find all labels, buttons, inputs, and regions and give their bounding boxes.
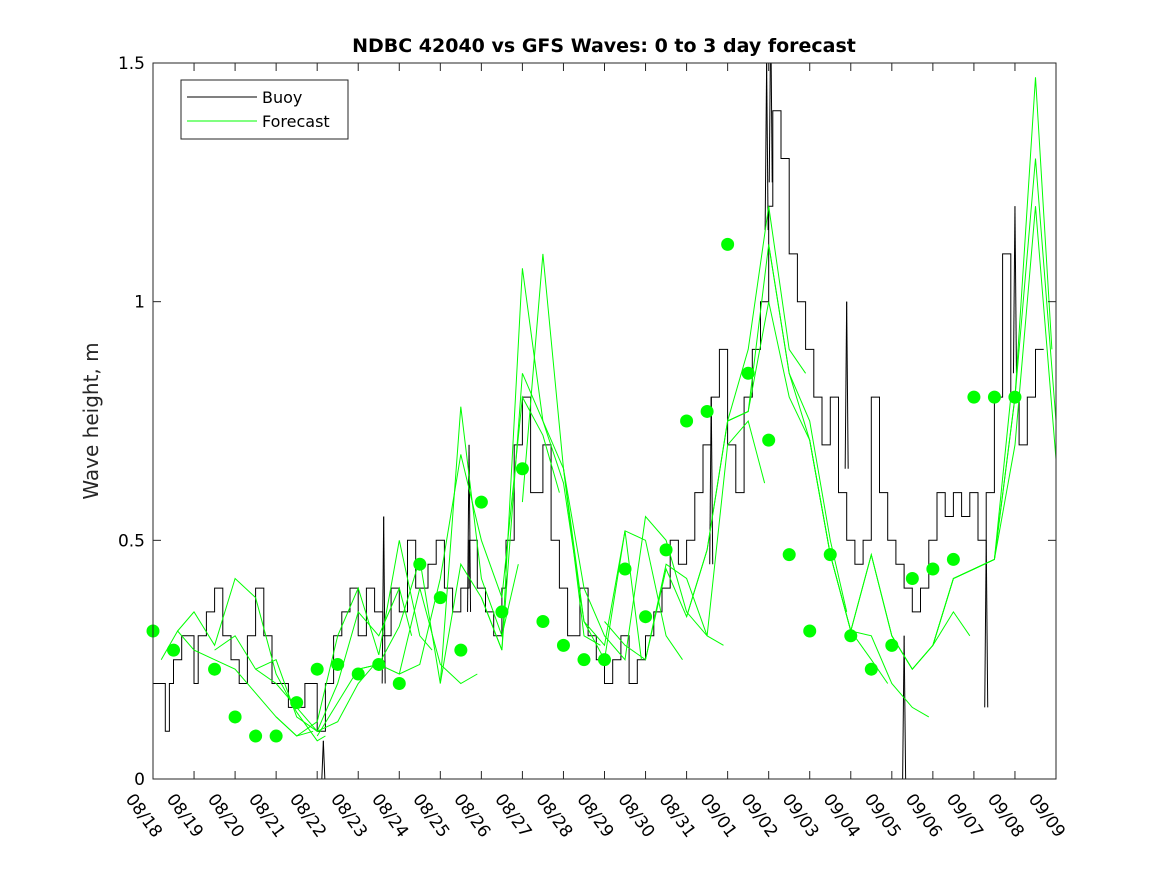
forecast-marker: [310, 662, 324, 676]
buoy-spike: [383, 516, 386, 684]
legend-buoy-label: Buoy: [262, 88, 302, 107]
x-tick-label: 09/01: [696, 790, 741, 841]
x-tick-label: 08/23: [326, 790, 371, 841]
forecast-marker: [967, 390, 981, 404]
chart-title: NDBC 42040 vs GFS Waves: 0 to 3 day fore…: [352, 35, 856, 57]
x-tick-label: 09/06: [901, 790, 946, 841]
forecast-marker: [659, 543, 673, 557]
forecast-marker: [598, 653, 611, 667]
forecast-run-line: [399, 395, 560, 675]
forecast-run-line: [973, 206, 1056, 570]
forecast-marker: [864, 662, 878, 676]
forecast-marker: [228, 710, 242, 724]
forecast-marker: [392, 677, 406, 691]
x-tick-label: 08/30: [614, 790, 659, 841]
buoy-spike: [468, 444, 472, 612]
x-tick-label: 09/04: [819, 790, 864, 841]
forecast-run-line: [439, 268, 601, 684]
forecast-marker: [249, 729, 263, 743]
forecast-marker: [167, 643, 181, 657]
forecast-marker: [926, 562, 940, 576]
forecast-marker: [741, 366, 755, 380]
x-tick-label: 08/24: [367, 790, 412, 841]
x-tick-label: 08/28: [531, 790, 576, 841]
forecast-marker: [454, 643, 468, 657]
buoy-spike: [770, 63, 773, 183]
forecast-run-line: [480, 373, 642, 662]
forecast-marker: [556, 638, 570, 652]
buoy-spike: [903, 635, 907, 779]
forecast-run-line: [604, 419, 766, 661]
buoy-spike: [710, 397, 714, 565]
forecast-marker: [433, 591, 447, 605]
y-tick-label: 1: [134, 293, 145, 313]
y-tick-label: 1.5: [118, 54, 145, 74]
buoy-spike: [1014, 206, 1017, 374]
x-tick-label: 08/29: [572, 790, 617, 841]
buoy-spike: [766, 63, 769, 231]
y-axis-label: Wave height, m: [79, 342, 103, 499]
forecast-marker: [803, 624, 817, 638]
forecast-marker: [885, 638, 899, 652]
legend-forecast-label: Forecast: [262, 112, 330, 131]
forecast-marker: [474, 495, 488, 509]
forecast-marker: [372, 657, 386, 671]
x-tick-label: 08/20: [203, 790, 248, 841]
x-tick-label: 09/02: [737, 790, 782, 841]
x-tick-label: 08/25: [408, 790, 453, 841]
forecast-marker: [721, 237, 735, 251]
x-tick-label: 08/31: [655, 790, 700, 841]
x-tick-label: 08/18: [121, 790, 166, 841]
y-tick-label: 0: [134, 770, 145, 790]
x-tick-label: 09/03: [778, 790, 823, 841]
forecast-marker: [515, 462, 529, 476]
forecast-marker: [987, 390, 1001, 404]
forecast-marker: [536, 614, 550, 628]
forecast-marker: [618, 562, 632, 576]
series-group: [153, 63, 1056, 779]
forecast-run-line: [255, 586, 413, 733]
x-tick-label: 09/05: [860, 790, 905, 841]
x-tick-label: 09/09: [1024, 790, 1069, 841]
x-tick-label: 08/21: [244, 790, 289, 841]
buoy-series-line: [153, 110, 1044, 732]
forecast-marker: [331, 657, 345, 671]
forecast-marker: [844, 629, 858, 643]
forecast-run-line: [563, 468, 724, 661]
forecast-run-line: [521, 253, 683, 660]
legend: Buoy Forecast: [180, 79, 349, 140]
forecast-run-line: [177, 577, 326, 742]
forecast-marker: [208, 662, 222, 676]
x-tick-label: 09/08: [983, 790, 1028, 841]
x-tick-label: 08/19: [162, 790, 207, 841]
legend-box: [180, 79, 349, 140]
x-tick-label: 08/27: [490, 790, 535, 841]
buoy-spike: [322, 740, 326, 779]
forecast-marker: [1008, 390, 1022, 404]
forecast-marker: [413, 557, 427, 571]
forecast-marker: [823, 548, 837, 562]
forecast-marker: [351, 667, 365, 681]
forecast-marker: [577, 653, 591, 667]
x-tick-label: 09/07: [942, 790, 987, 841]
forecast-marker: [680, 414, 694, 428]
y-tick-label: 0.5: [118, 531, 145, 551]
forecast-marker: [495, 605, 509, 619]
buoy-spike: [985, 540, 989, 708]
buoy-spike: [846, 301, 849, 469]
buoy-spike: [768, 63, 771, 183]
x-tick-label: 08/22: [285, 790, 330, 841]
forecast-marker: [782, 548, 796, 562]
forecast-marker: [290, 696, 304, 710]
forecast-marker: [905, 572, 919, 586]
forecast-marker: [762, 433, 776, 447]
forecast-marker: [946, 552, 960, 566]
x-tick-label: 08/26: [449, 790, 494, 841]
forecast-marker: [639, 610, 653, 624]
forecast-marker: [269, 729, 283, 743]
forecast-run-line: [275, 540, 433, 737]
forecast-marker: [700, 404, 714, 418]
